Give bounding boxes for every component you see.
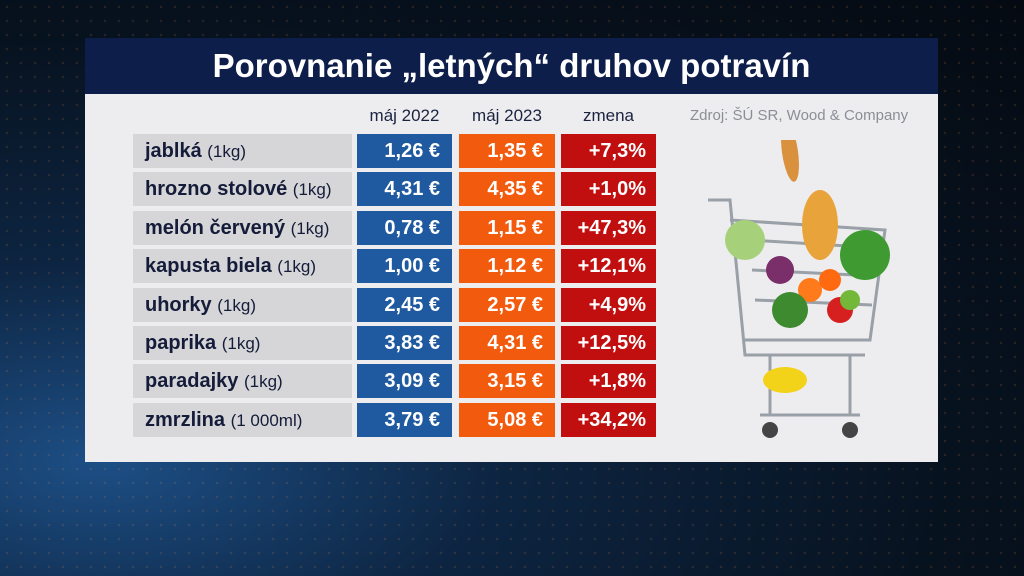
item-name-cell: melón červený (1kg) <box>133 210 352 245</box>
item-name: kapusta biela <box>145 255 272 278</box>
item-name-cell: uhorky (1kg) <box>133 287 352 322</box>
item-name: paprika <box>145 332 217 354</box>
price-may-2022: 2,45 € <box>357 287 452 322</box>
item-name-cell: paprika (1kg) <box>133 326 352 360</box>
price-change: +12,5% <box>561 326 656 360</box>
item-unit: (1kg) <box>207 142 246 161</box>
price-change: +47,3% <box>561 210 656 245</box>
item-unit: (1kg) <box>277 257 317 277</box>
price-may-2022: 3,09 € <box>357 364 452 399</box>
item-name: paradajky <box>145 370 239 393</box>
price-change: +4,9% <box>561 287 656 322</box>
item-unit: (1kg) <box>243 372 283 392</box>
price-may-2023: 4,31 € <box>459 326 555 360</box>
price-change: +1,0% <box>561 172 656 207</box>
price-may-2022: 3,83 € <box>357 326 452 360</box>
item-name-cell: zmrzlina (1 000ml) <box>133 402 352 437</box>
price-may-2023: 5,08 € <box>459 402 555 437</box>
price-may-2023: 2,57 € <box>459 287 555 322</box>
page-title: Porovnanie „letných“ druhov potravín <box>85 38 938 94</box>
item-unit: (1kg) <box>221 334 261 353</box>
price-change: +7,3% <box>561 134 656 168</box>
shopping-cart-illustration <box>708 140 890 438</box>
item-name-cell: hrozno stolové (1kg) <box>133 172 352 207</box>
item-name-cell: paradajky (1kg) <box>133 364 352 399</box>
item-name-cell: kapusta biela (1kg) <box>133 249 352 284</box>
price-may-2022: 1,26 € <box>357 134 452 168</box>
column-header-change: zmena <box>582 106 635 125</box>
item-name: zmrzlina <box>145 408 226 431</box>
column-header-may-2023: máj 2023 <box>472 106 542 125</box>
item-name-cell: jablká (1kg) <box>133 134 352 168</box>
column-header-may-2022: máj 2022 <box>369 106 440 125</box>
price-may-2023: 1,35 € <box>459 134 555 168</box>
price-may-2023: 1,12 € <box>459 249 555 284</box>
item-name: uhorky <box>145 293 212 316</box>
price-may-2022: 3,79 € <box>357 402 452 437</box>
price-may-2022: 0,78 € <box>357 210 452 245</box>
item-name: hrozno stolové <box>145 178 288 201</box>
price-may-2022: 1,00 € <box>357 249 452 284</box>
price-may-2023: 3,15 € <box>459 364 555 399</box>
item-unit: (1 000ml) <box>230 410 303 430</box>
item-name: melón červený <box>145 216 286 239</box>
price-may-2023: 4,35 € <box>459 172 555 207</box>
price-may-2022: 4,31 € <box>357 172 452 207</box>
item-unit: (1kg) <box>292 180 332 200</box>
item-unit: (1kg) <box>290 218 330 238</box>
source-note: Zdroj: ŠÚ SR, Wood & Company <box>690 107 909 124</box>
price-may-2023: 1,15 € <box>459 210 555 245</box>
item-unit: (1kg) <box>217 295 256 315</box>
item-name: jablká <box>145 140 202 162</box>
price-change: +34,2% <box>561 402 656 437</box>
price-change: +12,1% <box>561 249 656 284</box>
price-change: +1,8% <box>561 364 656 399</box>
